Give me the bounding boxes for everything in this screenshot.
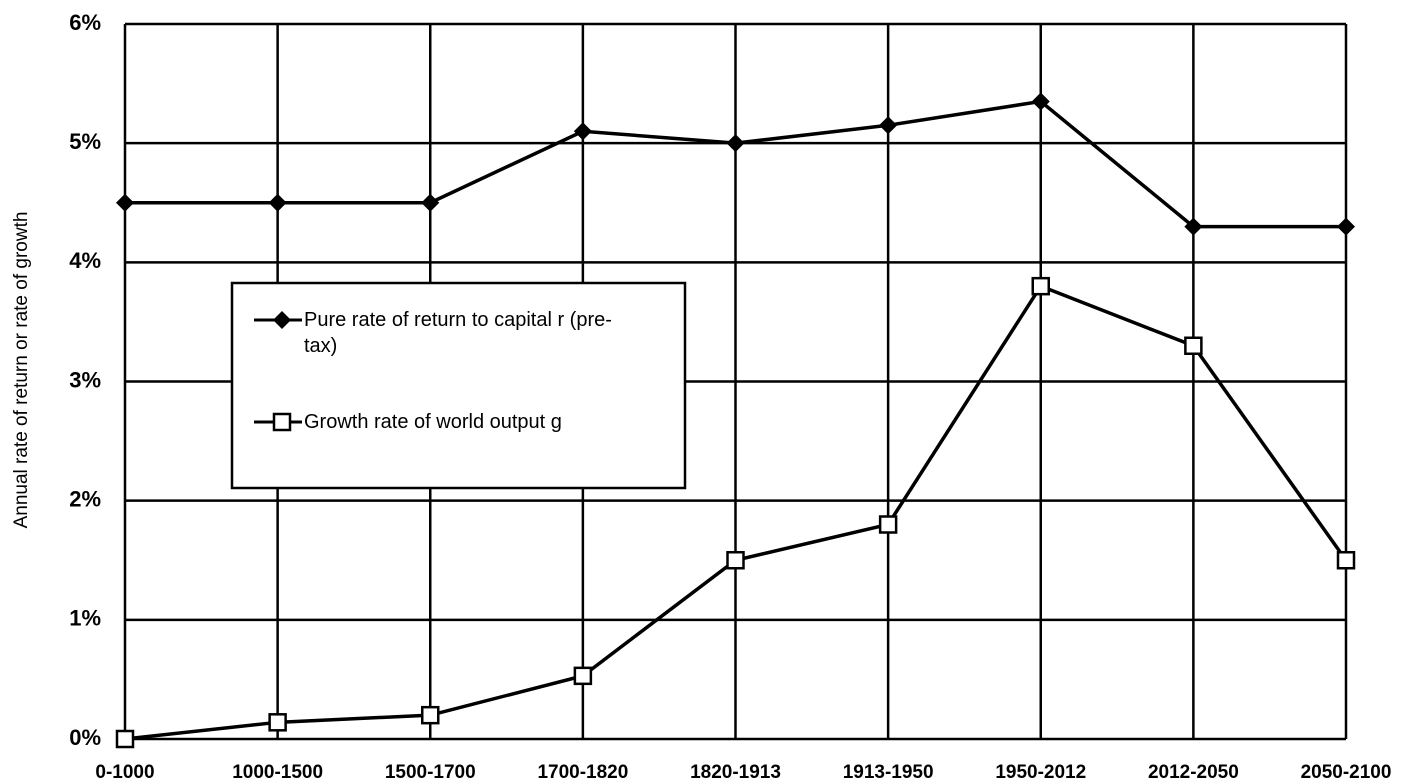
- x-tick-label: 1913-1950: [843, 762, 934, 783]
- x-tick-label: 1820-1913: [690, 762, 781, 783]
- marker: [1031, 276, 1050, 296]
- x-tick-label: 2012-2050: [1148, 762, 1239, 783]
- y-tick-label: 1%: [69, 606, 101, 631]
- y-tick-label: 6%: [69, 10, 101, 35]
- marker: [268, 713, 287, 732]
- marker: [116, 193, 134, 212]
- marker: [878, 515, 898, 534]
- y-tick-label: 2%: [69, 486, 101, 511]
- marker: [1031, 92, 1050, 111]
- legend-label: Pure rate of return to capital r (pre-ta…: [304, 309, 612, 357]
- marker: [421, 193, 440, 212]
- marker: [573, 122, 592, 141]
- marker: [726, 551, 745, 570]
- legend-marker: [273, 311, 291, 329]
- x-tick-label: 1000-1500: [232, 762, 323, 783]
- x-tick-label: 0-1000: [95, 762, 154, 783]
- marker: [573, 666, 593, 686]
- legend-label: Growth rate of world output g: [304, 411, 562, 433]
- legend-marker: [272, 412, 292, 432]
- y-tick-label: 5%: [69, 129, 101, 154]
- marker: [1336, 551, 1356, 570]
- marker: [726, 134, 745, 153]
- y-axis-label: Annual rate of return or rate of growth: [11, 212, 32, 529]
- marker: [879, 116, 898, 135]
- marker: [1184, 336, 1203, 355]
- y-tick-label: 0%: [69, 725, 101, 750]
- marker: [268, 193, 287, 212]
- y-tick-label: 3%: [69, 367, 101, 392]
- marker: [115, 729, 135, 749]
- x-tick-label: 1950-2012: [995, 762, 1086, 783]
- marker: [421, 705, 440, 725]
- marker: [1184, 217, 1203, 236]
- x-tick-label: 1700-1820: [537, 762, 628, 783]
- legend-box: [230, 281, 687, 490]
- x-tick-label: 2050-2100: [1301, 762, 1392, 783]
- marker: [1337, 217, 1355, 236]
- y-tick-label: 4%: [69, 248, 101, 273]
- x-tick-label: 1500-1700: [385, 762, 476, 783]
